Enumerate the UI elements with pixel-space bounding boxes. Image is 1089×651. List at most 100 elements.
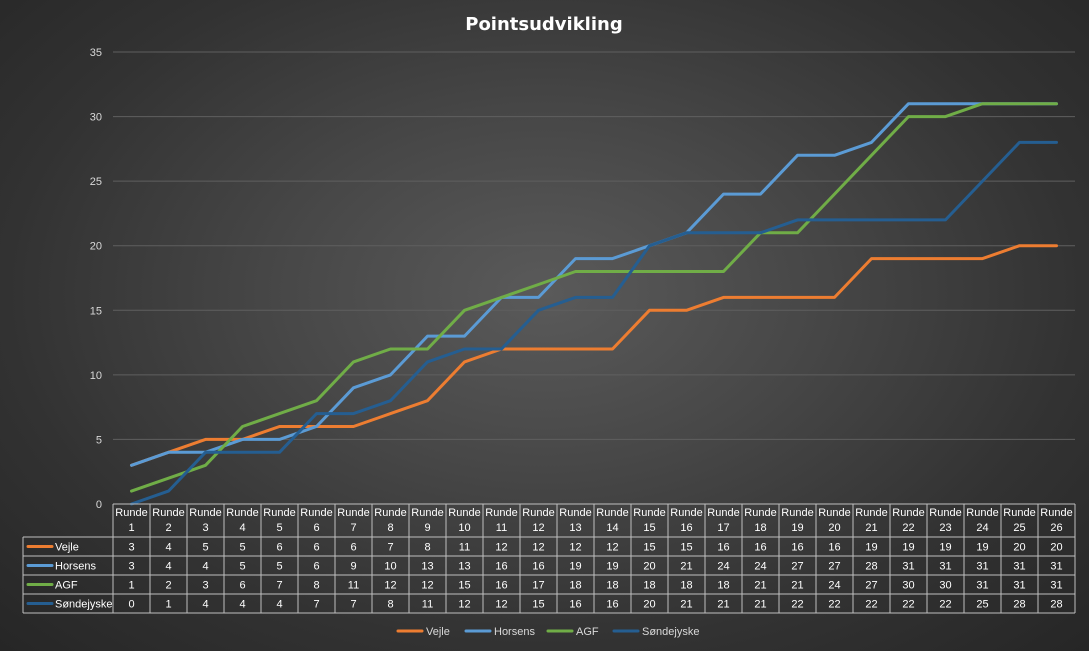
- data-label: 7: [387, 542, 393, 554]
- data-label: 6: [350, 542, 356, 554]
- data-label: 21: [754, 580, 766, 592]
- category-label: Runde: [1040, 507, 1072, 519]
- data-label: 4: [202, 599, 208, 611]
- data-label: 24: [754, 561, 766, 573]
- data-table: Runde 1 Runde 2 Runde 3 Runde 4 Runde 5 Runde 6 Rund…: [22, 503, 1076, 614]
- data-label: 3: [202, 580, 208, 592]
- category-label: 2: [165, 522, 171, 534]
- category-label: 14: [606, 522, 618, 534]
- category-label: Runde: [115, 507, 147, 519]
- legend-label: AGF: [576, 626, 599, 638]
- category-label: Runde: [522, 507, 554, 519]
- data-label: 7: [313, 599, 319, 611]
- data-label: 28: [1013, 599, 1025, 611]
- gridlines: [113, 51, 1075, 440]
- data-label: 3: [128, 542, 134, 554]
- category-label: Runde: [485, 507, 517, 519]
- category-label: Runde: [1003, 507, 1035, 519]
- category-label: Runde: [744, 507, 776, 519]
- category-label: Runde: [411, 507, 443, 519]
- data-label: 16: [754, 542, 766, 554]
- data-label: 18: [717, 580, 729, 592]
- data-label: 22: [902, 599, 914, 611]
- category-label: Runde: [189, 507, 221, 519]
- category-label: 23: [939, 522, 951, 534]
- y-tick-label: 35: [90, 47, 102, 59]
- data-label: 18: [680, 580, 692, 592]
- series-line: [130, 102, 1058, 467]
- category-label: 26: [1050, 522, 1062, 534]
- category-label: 25: [1013, 522, 1025, 534]
- category-label: 3: [202, 522, 208, 534]
- category-label: 16: [680, 522, 692, 534]
- data-label: 13: [421, 561, 433, 573]
- y-tick-label: 10: [90, 370, 102, 382]
- data-label: 16: [495, 580, 507, 592]
- category-label: 4: [239, 522, 245, 534]
- data-label: 19: [606, 561, 618, 573]
- legend: Vejle Horsens AGF Søndejyske: [396, 626, 699, 638]
- data-label: 18: [643, 580, 655, 592]
- category-label: 19: [791, 522, 803, 534]
- data-label: 16: [717, 542, 729, 554]
- category-label: Runde: [929, 507, 961, 519]
- data-label: 1: [128, 580, 134, 592]
- data-label: 5: [239, 561, 245, 573]
- series-name: AGF: [55, 580, 78, 592]
- series-line: [130, 244, 1058, 467]
- chart-title: Pointsudvikling: [465, 14, 622, 35]
- data-label: 30: [939, 580, 951, 592]
- category-label: 17: [717, 522, 729, 534]
- data-label: 22: [865, 599, 877, 611]
- data-label: 12: [384, 580, 396, 592]
- data-label: 21: [717, 599, 729, 611]
- data-label: 27: [828, 561, 840, 573]
- data-label: 12: [495, 542, 507, 554]
- data-label: 21: [791, 580, 803, 592]
- category-label: 12: [532, 522, 544, 534]
- data-label: 16: [606, 599, 618, 611]
- data-label: 16: [791, 542, 803, 554]
- y-tick-label: 30: [90, 112, 102, 124]
- data-label: 16: [532, 561, 544, 573]
- data-label: 4: [165, 561, 171, 573]
- data-label: 31: [1050, 561, 1062, 573]
- category-label: Runde: [559, 507, 591, 519]
- data-label: 12: [532, 542, 544, 554]
- category-label: 20: [828, 522, 840, 534]
- data-label: 15: [680, 542, 692, 554]
- category-label: Runde: [337, 507, 369, 519]
- series-line: [130, 102, 1058, 493]
- legend-label: Vejle: [426, 626, 450, 638]
- data-label: 2: [165, 580, 171, 592]
- data-label: 31: [939, 561, 951, 573]
- data-label: 15: [643, 542, 655, 554]
- legend-label: Søndejyske: [642, 626, 699, 638]
- category-label: 11: [496, 522, 507, 534]
- y-tick-label: 25: [90, 176, 102, 188]
- category-label: Runde: [707, 507, 739, 519]
- data-label: 19: [865, 542, 877, 554]
- data-label: 12: [495, 599, 507, 611]
- data-label: 19: [976, 542, 988, 554]
- data-label: 12: [569, 542, 581, 554]
- data-label: 18: [606, 580, 618, 592]
- category-label: Runde: [781, 507, 813, 519]
- category-label: 1: [128, 522, 134, 534]
- data-label: 11: [348, 580, 359, 592]
- data-label: 3: [128, 561, 134, 573]
- data-label: 1: [165, 599, 171, 611]
- category-label: Runde: [818, 507, 850, 519]
- category-label: 9: [424, 522, 430, 534]
- data-label: 4: [202, 561, 208, 573]
- data-label: 27: [791, 561, 803, 573]
- category-label: 15: [643, 522, 655, 534]
- data-label: 21: [754, 599, 766, 611]
- data-label: 22: [939, 599, 951, 611]
- data-label: 7: [350, 599, 356, 611]
- data-label: 4: [239, 599, 245, 611]
- data-label: 10: [384, 561, 396, 573]
- y-tick-label: 5: [96, 434, 102, 446]
- data-label: 12: [606, 542, 618, 554]
- category-label: Runde: [374, 507, 406, 519]
